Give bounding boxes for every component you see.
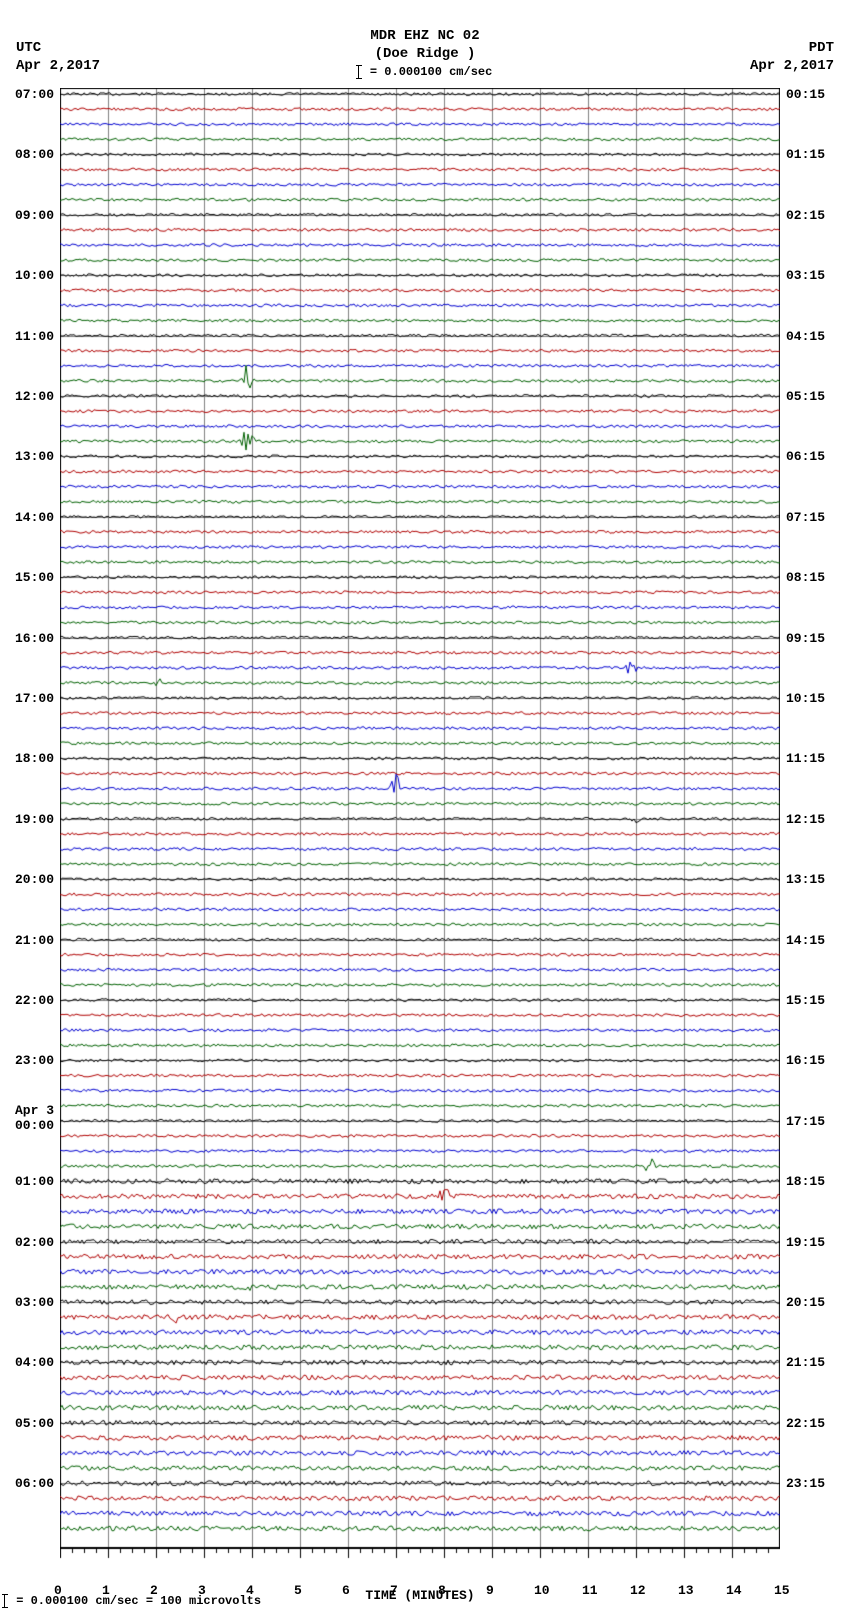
pdt-time-label: 22:15	[786, 1416, 825, 1431]
scale-text: = 0.000100 cm/sec	[370, 65, 492, 79]
scalebar-icon	[358, 65, 359, 79]
x-tick-label: 6	[342, 1583, 350, 1598]
utc-time-label: 02:00	[15, 1235, 54, 1250]
utc-time-label: 23:00	[15, 1053, 54, 1068]
utc-time-label: 05:00	[15, 1416, 54, 1431]
pdt-time-label: 05:15	[786, 389, 825, 404]
footer-scale: = 0.000100 cm/sec = 100 microvolts	[4, 1594, 261, 1608]
x-tick-label: 9	[486, 1583, 494, 1598]
utc-time-label: 09:00	[15, 208, 54, 223]
x-tick-label: 7	[390, 1583, 398, 1598]
utc-time-label: 20:00	[15, 872, 54, 887]
utc-time-label: 19:00	[15, 812, 54, 827]
utc-time-label: 10:00	[15, 268, 54, 283]
pdt-time-label: 19:15	[786, 1235, 825, 1250]
pdt-time-label: 18:15	[786, 1174, 825, 1189]
utc-time-label: 08:00	[15, 147, 54, 162]
pdt-date-label: Apr 2,2017	[750, 58, 834, 76]
pdt-time-label: 16:15	[786, 1053, 825, 1068]
pdt-tz-label: PDT	[750, 40, 834, 58]
x-tick-label: 13	[678, 1583, 694, 1598]
utc-time-label: 04:00	[15, 1355, 54, 1370]
utc-tz-label: UTC	[16, 40, 100, 58]
footer-text: = 0.000100 cm/sec = 100 microvolts	[16, 1594, 261, 1608]
footer-scalebar-icon	[4, 1594, 5, 1608]
station-location: (Doe Ridge )	[0, 46, 850, 64]
pdt-time-label: 07:15	[786, 510, 825, 525]
seismogram-plot	[60, 88, 780, 1548]
utc-time-label: 13:00	[15, 449, 54, 464]
utc-time-label: 18:00	[15, 751, 54, 766]
pdt-time-label: 13:15	[786, 872, 825, 887]
pdt-time-label: 08:15	[786, 570, 825, 585]
pdt-time-label: 03:15	[786, 268, 825, 283]
header: MDR EHZ NC 02 (Doe Ridge ) = 0.000100 cm…	[0, 0, 850, 80]
utc-corner: UTC Apr 2,2017	[16, 40, 100, 75]
utc-time-label: 01:00	[15, 1174, 54, 1189]
utc-time-label: 12:00	[15, 389, 54, 404]
utc-time-label: 15:00	[15, 570, 54, 585]
utc-time-label: 03:00	[15, 1295, 54, 1310]
pdt-time-label: 06:15	[786, 449, 825, 464]
x-tick-label: 11	[582, 1583, 598, 1598]
pdt-time-label: 23:15	[786, 1476, 825, 1491]
station-id: MDR EHZ NC 02	[0, 28, 850, 46]
x-tick-label: 14	[726, 1583, 742, 1598]
utc-time-label: 16:00	[15, 631, 54, 646]
utc-time-label: 11:00	[15, 329, 54, 344]
utc-date-label: Apr 2,2017	[16, 58, 100, 76]
pdt-time-label: 09:15	[786, 631, 825, 646]
seismogram-container: UTC Apr 2,2017 PDT Apr 2,2017 MDR EHZ NC…	[0, 0, 850, 1613]
utc-time-label: Apr 300:00	[15, 1103, 54, 1133]
pdt-time-label: 14:15	[786, 933, 825, 948]
pdt-corner: PDT Apr 2,2017	[750, 40, 834, 75]
pdt-time-label: 01:15	[786, 147, 825, 162]
utc-time-label: 17:00	[15, 691, 54, 706]
utc-time-label: 07:00	[15, 87, 54, 102]
pdt-time-label: 02:15	[786, 208, 825, 223]
pdt-time-label: 11:15	[786, 751, 825, 766]
x-axis-ticks	[60, 1548, 780, 1566]
x-tick-label: 10	[534, 1583, 550, 1598]
pdt-time-label: 17:15	[786, 1114, 825, 1129]
pdt-time-label: 10:15	[786, 691, 825, 706]
x-tick-label: 5	[294, 1583, 302, 1598]
pdt-time-label: 15:15	[786, 993, 825, 1008]
pdt-time-label: 00:15	[786, 87, 825, 102]
pdt-time-label: 21:15	[786, 1355, 825, 1370]
pdt-time-label: 12:15	[786, 812, 825, 827]
pdt-time-label: 04:15	[786, 329, 825, 344]
x-tick-label: 8	[438, 1583, 446, 1598]
amplitude-scale: = 0.000100 cm/sec	[0, 65, 850, 80]
utc-time-label: 22:00	[15, 993, 54, 1008]
utc-time-label: 06:00	[15, 1476, 54, 1491]
x-tick-label: 12	[630, 1583, 646, 1598]
x-tick-label: 15	[774, 1583, 790, 1598]
utc-time-label: 21:00	[15, 933, 54, 948]
pdt-time-label: 20:15	[786, 1295, 825, 1310]
utc-time-label: 14:00	[15, 510, 54, 525]
